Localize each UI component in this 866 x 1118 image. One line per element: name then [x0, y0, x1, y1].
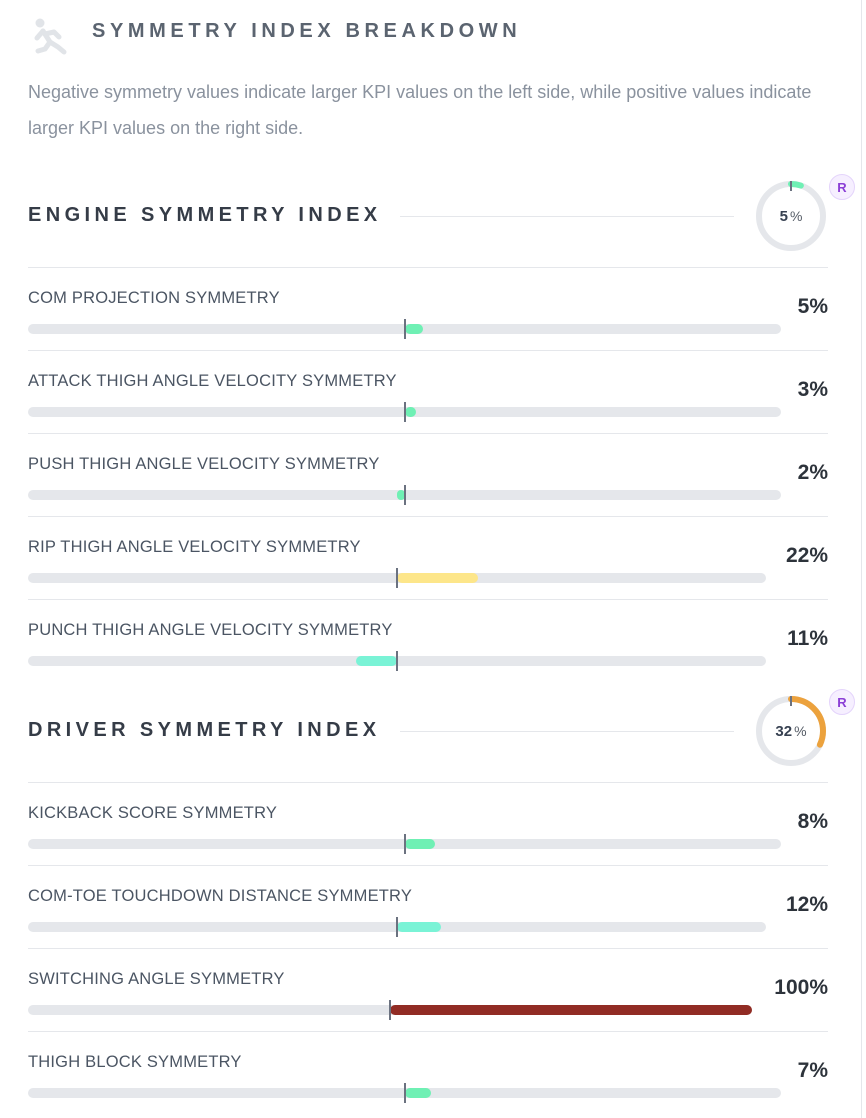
engine-gauge: 5 %	[754, 179, 828, 253]
row-value: 5%	[797, 295, 828, 318]
symmetry-row: PUSH THIGH ANGLE VELOCITY SYMMETRY 2%	[28, 433, 828, 516]
engine-side-badge: R	[829, 174, 855, 200]
symmetry-center-tick	[396, 651, 398, 671]
row-divider	[28, 516, 828, 517]
row-value: 2%	[797, 461, 828, 484]
row-value: 12%	[785, 893, 828, 916]
row-value: 100%	[774, 976, 828, 999]
page-title: SYMMETRY INDEX BREAKDOWN	[92, 20, 522, 42]
symmetry-row: PUNCH THIGH ANGLE VELOCITY SYMMETRY 11%	[28, 599, 828, 682]
section-divider	[400, 216, 734, 217]
row-value: 8%	[797, 810, 828, 833]
row-label: PUNCH THIGH ANGLE VELOCITY SYMMETRY	[28, 621, 393, 639]
row-value: 7%	[797, 1059, 828, 1082]
row-divider	[28, 948, 828, 949]
symmetry-center-tick	[396, 568, 398, 588]
symmetry-center-tick	[403, 485, 406, 505]
row-value: 3%	[797, 378, 828, 401]
driver-gauge-unit: %	[794, 723, 807, 739]
symmetry-bar-fill	[397, 922, 442, 932]
symmetry-row: COM-TOE TOUCHDOWN DISTANCE SYMMETRY 12%	[28, 865, 828, 948]
symmetry-row: SWITCHING ANGLE SYMMETRY 100%	[28, 948, 828, 1031]
symmetry-bar-fill	[396, 490, 405, 500]
driver-gauge-ring	[756, 696, 826, 766]
engine-gauge-ring	[756, 181, 826, 251]
engine-gauge-unit: %	[789, 208, 803, 224]
driver-gauge-value: 32	[775, 722, 793, 740]
symmetry-row: ATTACK THIGH ANGLE VELOCITY SYMMETRY 3%	[28, 350, 828, 433]
row-label: SWITCHING ANGLE SYMMETRY	[28, 970, 285, 988]
row-divider	[28, 267, 828, 268]
symmetry-bar-fill	[404, 324, 424, 334]
row-label: COM-TOE TOUCHDOWN DISTANCE SYMMETRY	[28, 887, 413, 905]
row-divider	[28, 433, 828, 434]
symmetry-center-tick	[403, 319, 406, 339]
row-value: 22%	[785, 544, 828, 567]
section-divider	[400, 731, 734, 732]
symmetry-bar-fill	[390, 1005, 752, 1015]
description-text: Negative symmetry values indicate larger…	[28, 82, 812, 138]
symmetry-center-tick	[396, 917, 398, 937]
symmetry-center-tick	[403, 1083, 406, 1103]
symmetry-bar-fill	[356, 656, 397, 666]
driver-side-badge: R	[829, 689, 855, 715]
symmetry-row: RIP THIGH ANGLE VELOCITY SYMMETRY 22%	[28, 516, 828, 599]
row-label: COM PROJECTION SYMMETRY	[28, 289, 280, 307]
symmetry-bar-fill	[397, 573, 479, 583]
section-title-engine: ENGINE SYMMETRY INDEX	[28, 204, 382, 226]
symmetry-center-tick	[403, 834, 406, 854]
symmetry-bar-fill	[404, 1088, 431, 1098]
engine-gauge-label: 5 %	[754, 179, 828, 253]
symmetry-bar-fill	[404, 407, 416, 417]
row-value: 11%	[787, 627, 828, 650]
running-figure-icon	[34, 18, 67, 55]
row-divider	[28, 350, 828, 351]
row-label: THIGH BLOCK SYMMETRY	[28, 1053, 242, 1071]
symmetry-bar-fill	[404, 839, 435, 849]
driver-gauge-label: 32 %	[754, 694, 828, 768]
row-label: RIP THIGH ANGLE VELOCITY SYMMETRY	[28, 538, 361, 556]
symmetry-center-tick	[403, 402, 406, 422]
row-label: KICKBACK SCORE SYMMETRY	[28, 804, 278, 822]
row-divider	[28, 599, 828, 600]
engine-gauge-value: 5	[779, 207, 788, 225]
row-divider	[28, 1031, 828, 1032]
symmetry-row: KICKBACK SCORE SYMMETRY 8%	[28, 782, 828, 865]
symmetry-row: COM PROJECTION SYMMETRY 5%	[28, 267, 828, 350]
row-label: ATTACK THIGH ANGLE VELOCITY SYMMETRY	[28, 372, 397, 390]
row-label: PUSH THIGH ANGLE VELOCITY SYMMETRY	[28, 455, 380, 473]
section-title-driver: DRIVER SYMMETRY INDEX	[28, 719, 381, 741]
row-divider	[28, 865, 828, 866]
row-divider	[28, 782, 828, 783]
symmetry-center-tick	[389, 1000, 391, 1020]
symmetry-row: THIGH BLOCK SYMMETRY 7%	[28, 1031, 828, 1114]
driver-gauge: 32 %	[754, 694, 828, 768]
